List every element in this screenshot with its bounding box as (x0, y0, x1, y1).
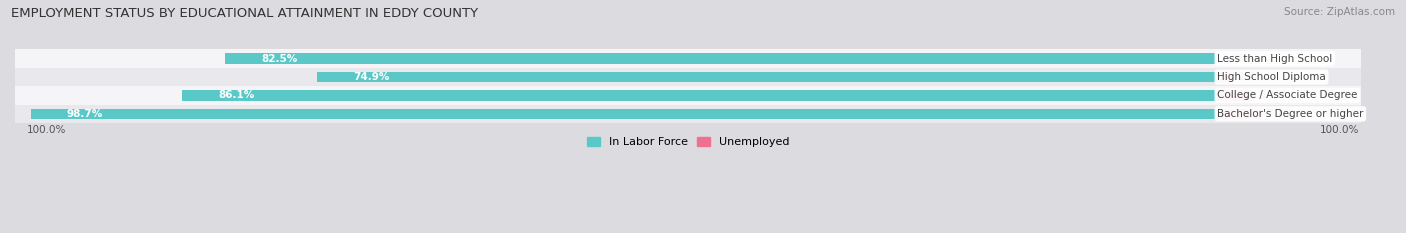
Bar (31, 109, 1218, 119)
Bar (316, 72, 1218, 82)
Text: Less than High School: Less than High School (1218, 54, 1333, 64)
Text: High School Diploma: High School Diploma (1218, 72, 1326, 82)
Text: 100.0%: 100.0% (1320, 124, 1360, 134)
Bar (15, 49, 1361, 68)
Text: 3.1%: 3.1% (1260, 90, 1285, 100)
Text: 82.5%: 82.5% (262, 54, 298, 64)
Text: Source: ZipAtlas.com: Source: ZipAtlas.com (1284, 7, 1395, 17)
Bar (15, 68, 1361, 86)
Bar (1218, 109, 1261, 119)
Text: 3.7%: 3.7% (1267, 109, 1294, 119)
Bar (1218, 72, 1234, 82)
Bar (15, 105, 1361, 123)
Legend: In Labor Force, Unemployed: In Labor Force, Unemployed (582, 133, 794, 152)
Text: 1.4%: 1.4% (1239, 72, 1265, 82)
Text: College / Associate Degree: College / Associate Degree (1218, 90, 1358, 100)
Text: EMPLOYMENT STATUS BY EDUCATIONAL ATTAINMENT IN EDDY COUNTY: EMPLOYMENT STATUS BY EDUCATIONAL ATTAINM… (11, 7, 478, 20)
Bar (183, 90, 1218, 101)
Bar (1218, 90, 1254, 101)
Text: 100.0%: 100.0% (27, 124, 66, 134)
Text: 0.0%: 0.0% (1222, 54, 1249, 64)
Bar (15, 86, 1361, 105)
Text: 86.1%: 86.1% (218, 90, 254, 100)
Text: 98.7%: 98.7% (66, 109, 103, 119)
Text: Bachelor's Degree or higher: Bachelor's Degree or higher (1218, 109, 1364, 119)
Text: 74.9%: 74.9% (353, 72, 389, 82)
Bar (225, 53, 1218, 64)
